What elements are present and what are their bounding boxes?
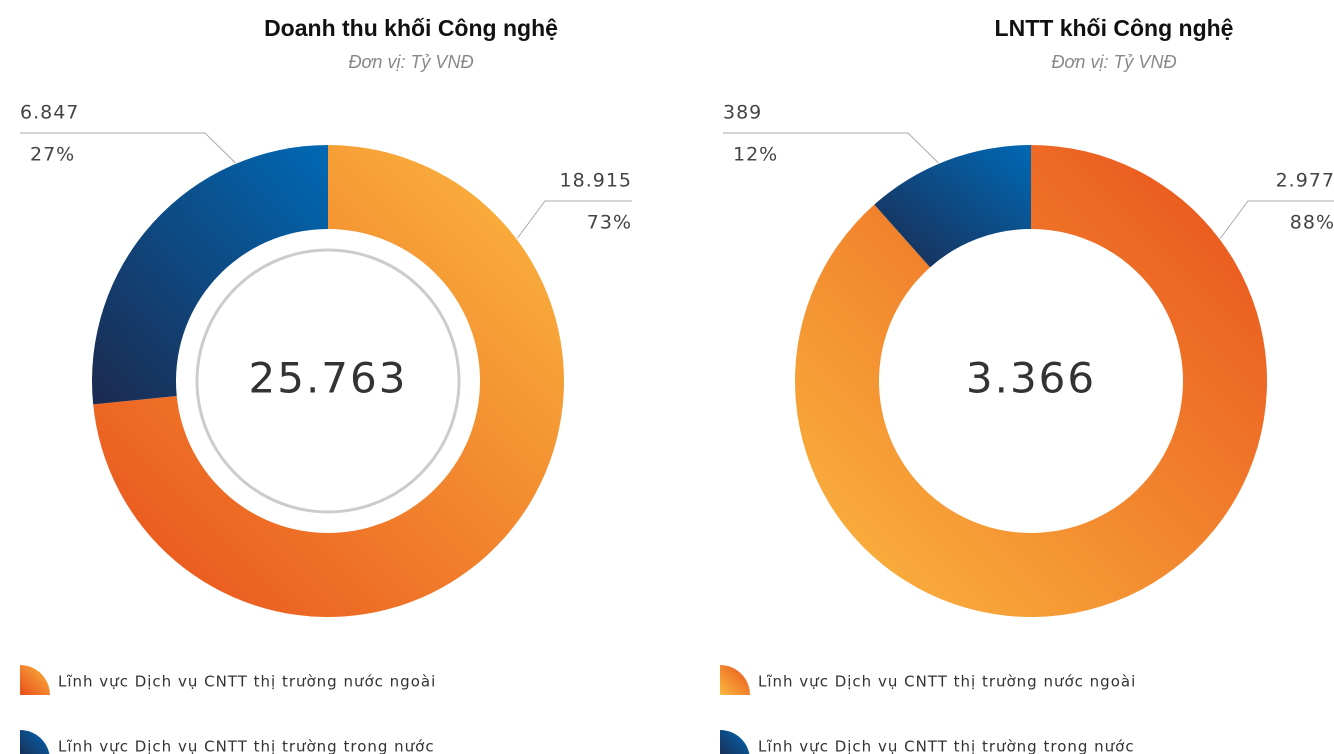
leader-line	[1219, 200, 1334, 239]
percent-label: 12%	[733, 144, 778, 166]
inner-ring	[195, 248, 461, 514]
center-total: 3.366	[966, 354, 1096, 403]
legend-icon	[20, 665, 50, 695]
legend-label: Lĩnh vực Dịch vụ CNTT thị trường trong n…	[758, 738, 1135, 754]
chart-title: Doanh thu khối Công nghệ	[264, 15, 558, 41]
percent-label: 88%	[1290, 212, 1334, 234]
donut-slice	[874, 145, 1031, 268]
value-label: 389	[723, 102, 762, 124]
leader-line	[723, 132, 939, 164]
donut-slice	[92, 145, 328, 405]
legend-label: Lĩnh vực Dịch vụ CNTT thị trường nước ng…	[758, 673, 1136, 691]
legend-label: Lĩnh vực Dịch vụ CNTT thị trường nước ng…	[58, 673, 436, 691]
leader-line	[516, 200, 632, 239]
donut-slice	[795, 145, 1268, 617]
legend-icon	[720, 665, 750, 695]
value-label: 2.977	[1276, 170, 1334, 192]
donut-slice	[93, 145, 564, 617]
value-label: 6.847	[20, 102, 79, 124]
legend-icon	[20, 730, 50, 754]
chart-subtitle: Đơn vị: Tỷ VNĐ	[349, 52, 474, 72]
leader-line	[20, 132, 236, 164]
legend-icon	[720, 730, 750, 754]
legend-label: Lĩnh vực Dịch vụ CNTT thị trường trong n…	[58, 738, 435, 754]
chart-title: LNTT khối Công nghệ	[995, 15, 1234, 41]
chart-subtitle: Đơn vị: Tỷ VNĐ	[1052, 52, 1177, 72]
value-label: 18.915	[560, 170, 632, 192]
percent-label: 73%	[587, 212, 632, 234]
center-total: 25.763	[249, 354, 408, 403]
percent-label: 27%	[30, 144, 75, 166]
